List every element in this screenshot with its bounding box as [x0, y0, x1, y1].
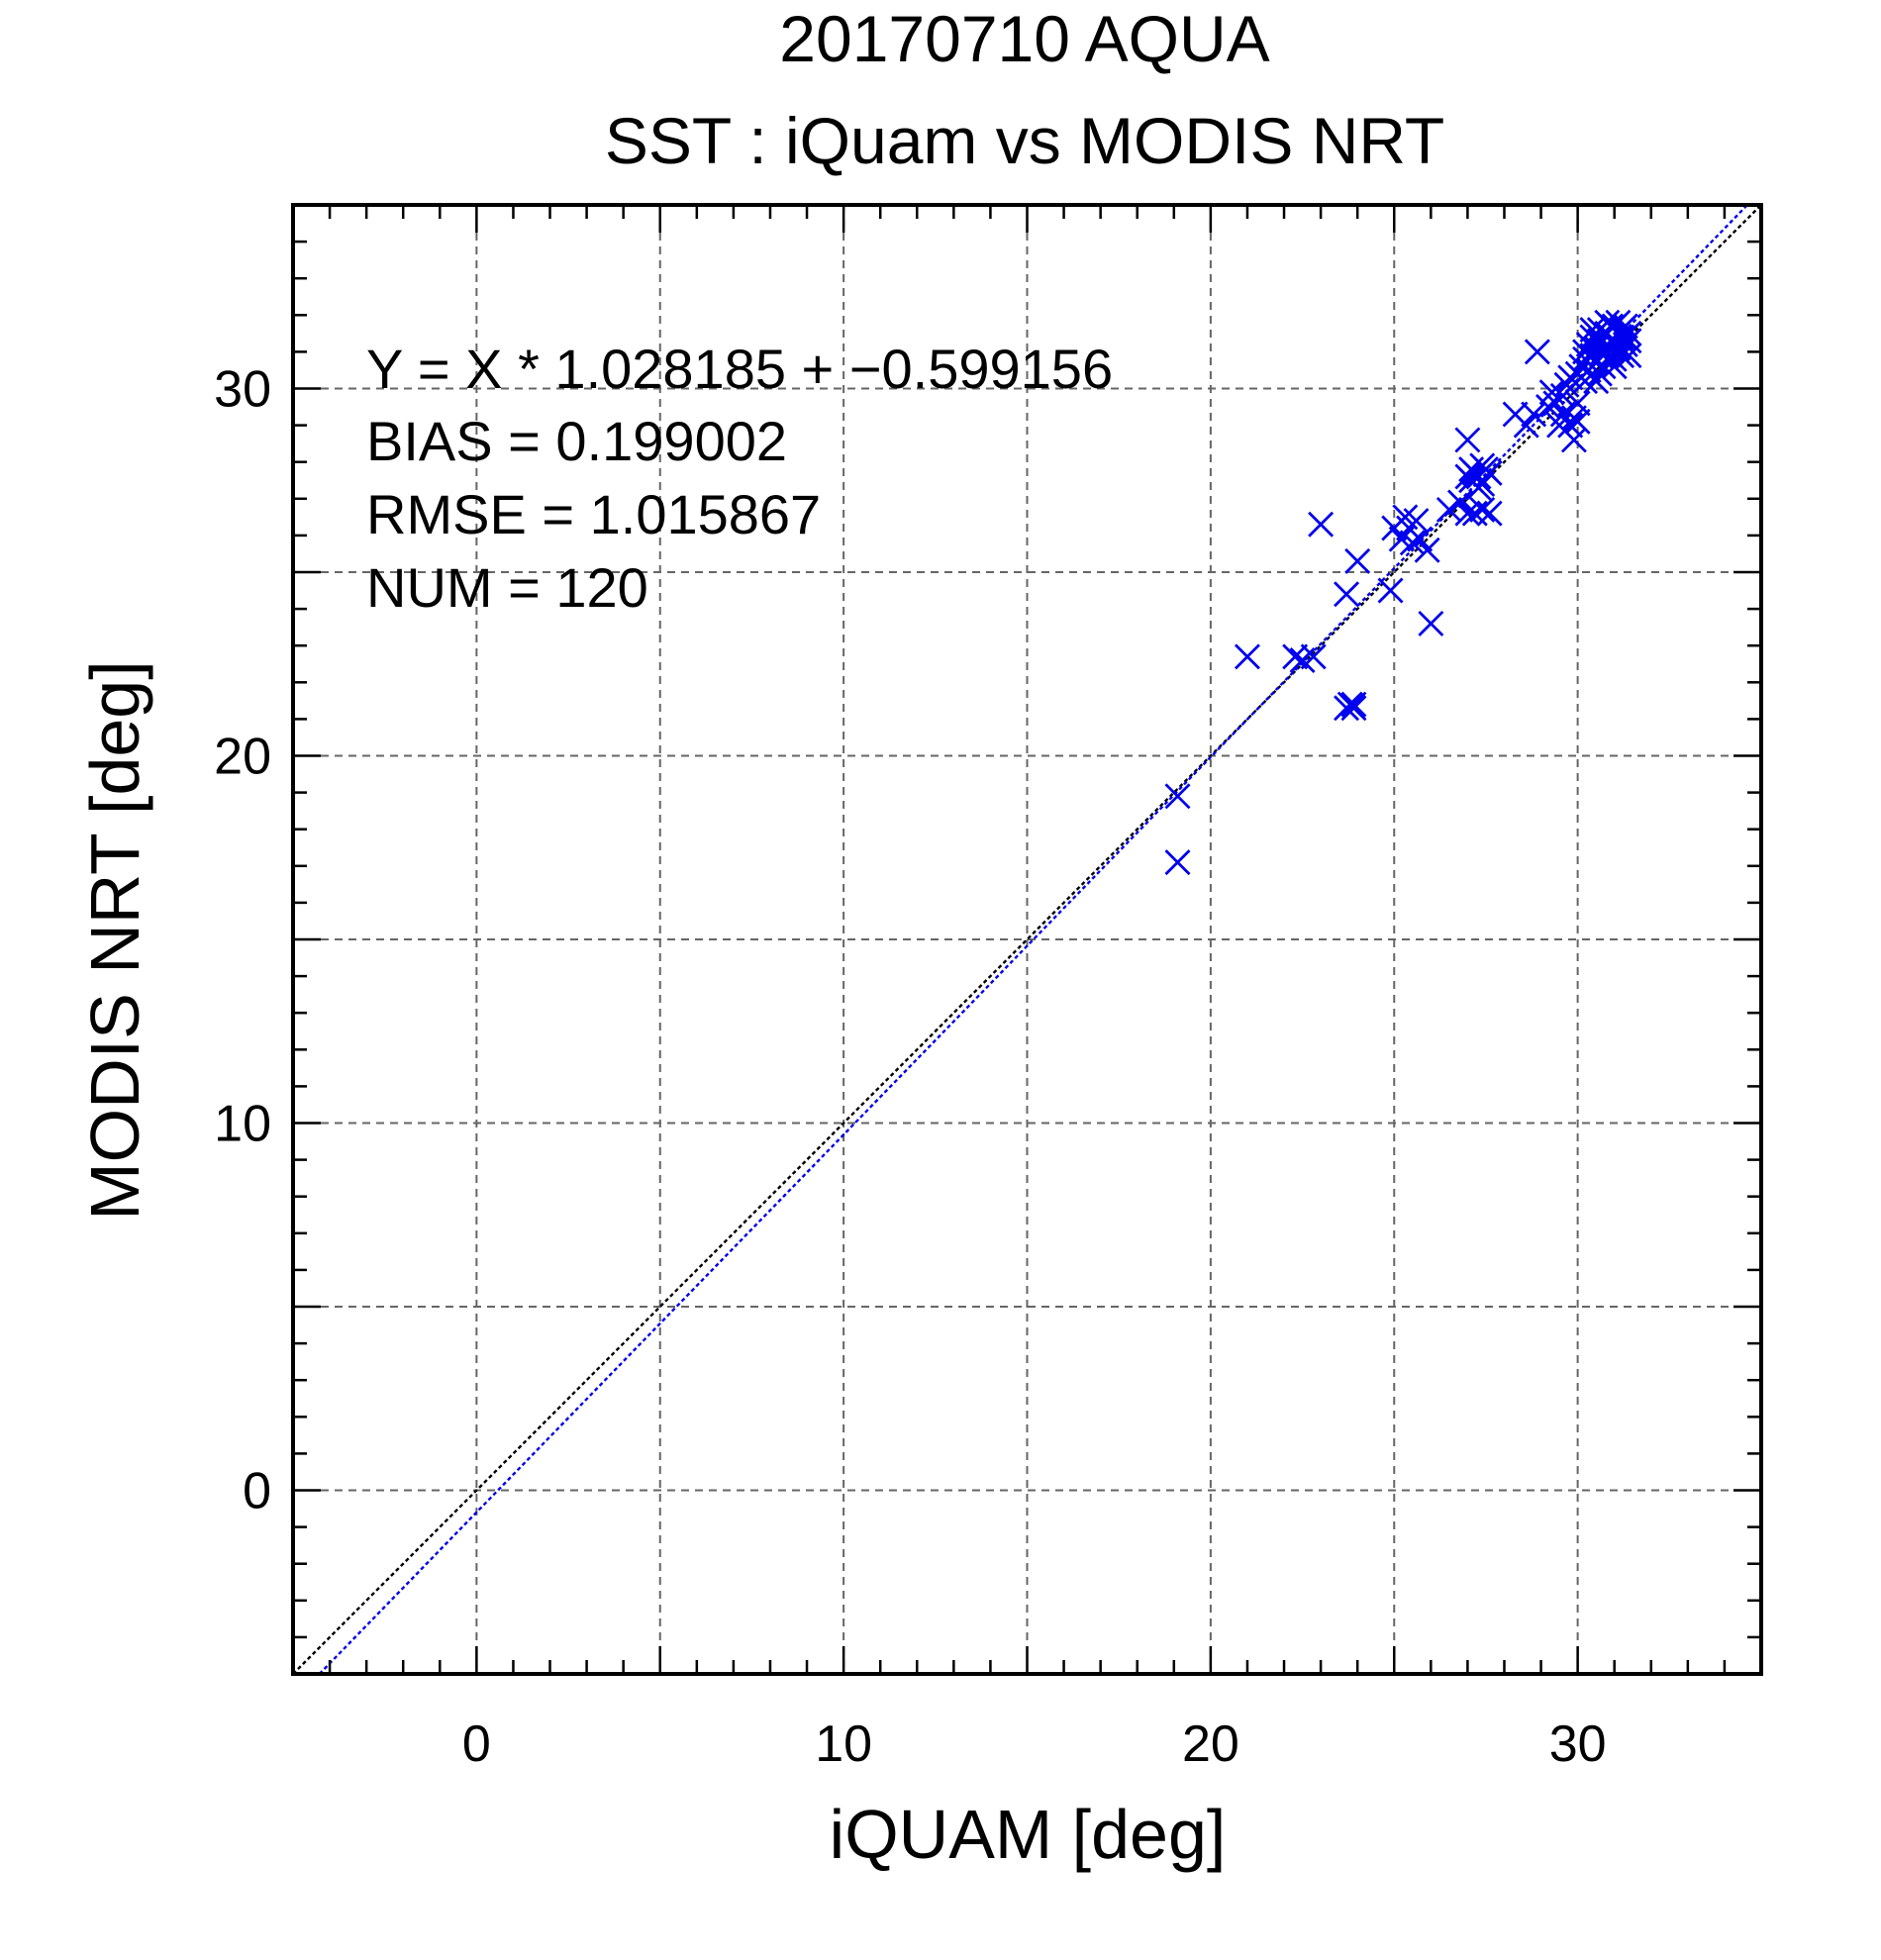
data-point: [1340, 691, 1367, 718]
data-point: [1164, 783, 1191, 810]
x-tick-label: 0: [462, 1715, 491, 1773]
data-point: [1476, 500, 1503, 527]
data-point: [1399, 530, 1426, 556]
y-tick-label: 20: [214, 729, 271, 786]
chart-subtitle: SST : iQuam vs MODIS NRT: [605, 104, 1444, 177]
stats-box: Y = X * 1.028185 + −0.599156 BIAS = 0.19…: [366, 338, 1113, 619]
fit-equation: Y = X * 1.028185 + −0.599156: [366, 338, 1113, 400]
data-point: [1557, 364, 1584, 391]
data-point: [1334, 581, 1360, 608]
fit-line: [318, 204, 1748, 1675]
data-point: [1377, 577, 1404, 604]
num-value: NUM = 120: [366, 556, 648, 619]
y-tick-label: 10: [214, 1096, 271, 1153]
data-point: [1469, 496, 1496, 523]
grid-lines: [293, 205, 1761, 1674]
data-point: [1557, 412, 1584, 439]
y-axis-label: MODIS NRT [deg]: [76, 660, 153, 1220]
y-tick-label: 30: [214, 361, 271, 419]
data-point: [1164, 849, 1191, 876]
data-point: [1572, 339, 1599, 365]
axis-ticks: [291, 203, 1763, 1676]
data-point: [1300, 643, 1327, 670]
data-point: [1454, 427, 1481, 453]
data-point: [1583, 368, 1610, 395]
data-point: [1524, 339, 1550, 365]
data-point: [1601, 353, 1628, 380]
rmse-value: RMSE = 1.015867: [366, 483, 821, 545]
data-point: [1616, 343, 1642, 369]
data-point: [1454, 500, 1481, 527]
data-point: [1308, 511, 1335, 538]
x-tick-label: 10: [815, 1715, 872, 1773]
data-points: [1164, 309, 1642, 876]
y-tick-labels: 0 10 20 30: [214, 361, 271, 1520]
data-point: [1234, 643, 1260, 670]
x-axis-label: iQUAM [deg]: [830, 1796, 1227, 1873]
data-point: [1465, 474, 1492, 501]
data-point: [1282, 643, 1309, 670]
data-point: [1549, 382, 1576, 409]
data-point: [1469, 452, 1496, 479]
data-point: [1344, 547, 1371, 574]
data-point: [1564, 390, 1591, 417]
data-point: [1521, 401, 1547, 428]
data-point: [1579, 317, 1606, 343]
data-point: [1564, 408, 1591, 435]
data-point: [1414, 537, 1440, 563]
data-point: [1534, 394, 1561, 421]
reference-lines: [292, 204, 1762, 1675]
chart-title: 20170710 AQUA: [779, 2, 1269, 75]
x-tick-label: 30: [1549, 1715, 1607, 1773]
y-tick-label: 0: [243, 1463, 271, 1520]
data-point: [1513, 412, 1539, 439]
data-point: [1340, 695, 1367, 722]
x-tick-label: 20: [1182, 1715, 1239, 1773]
data-point: [1407, 526, 1434, 552]
bias-value: BIAS = 0.199002: [366, 410, 787, 472]
data-point: [1446, 489, 1473, 516]
x-tick-labels: 0 10 20 30: [462, 1715, 1607, 1773]
data-point: [1594, 309, 1621, 336]
data-point: [1418, 610, 1444, 637]
data-point: [1590, 353, 1617, 380]
